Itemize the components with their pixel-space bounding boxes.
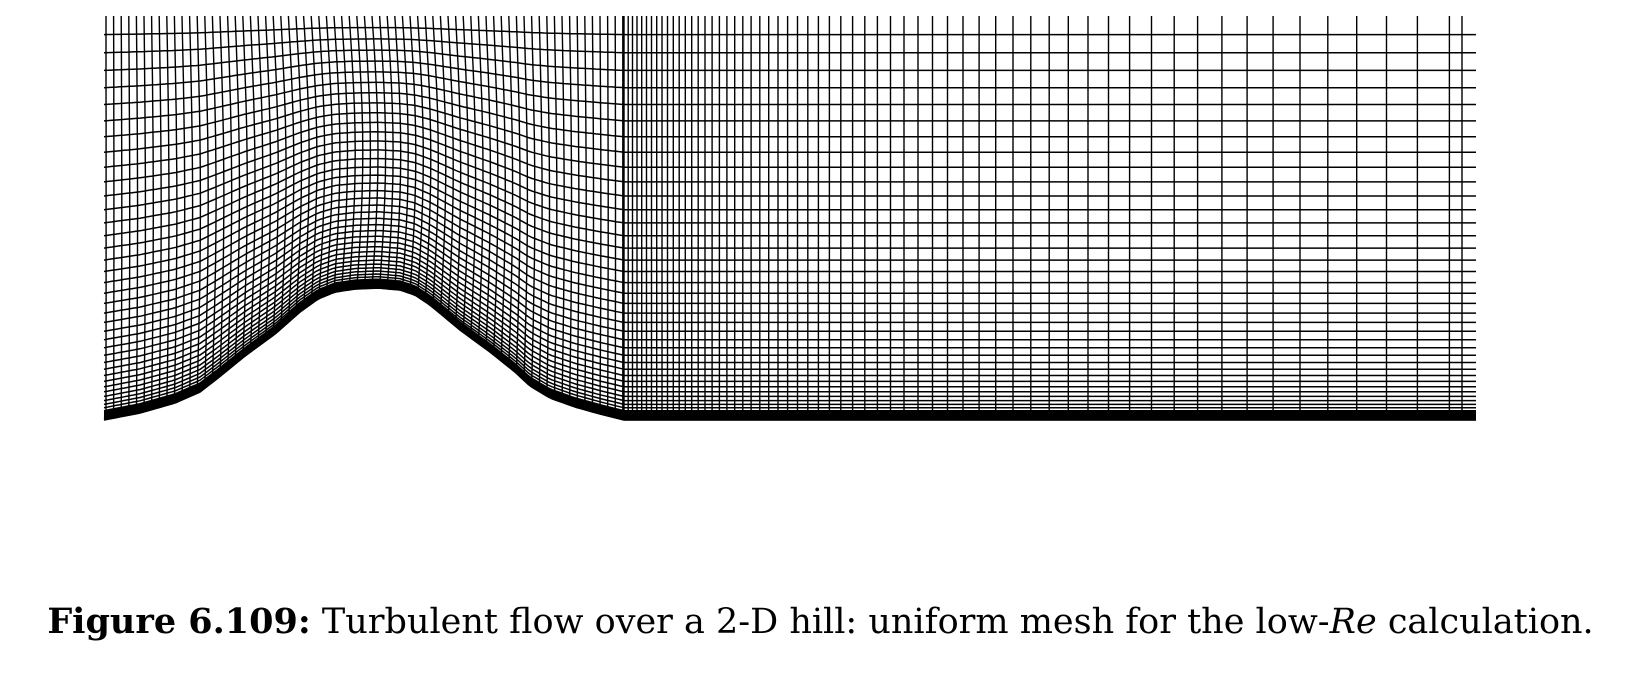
mesh-line (371, 15, 379, 289)
mesh-line (500, 15, 506, 362)
mesh-line (249, 15, 256, 353)
mesh-line (103, 204, 1476, 305)
mesh-line (181, 15, 186, 400)
mesh-line (264, 15, 272, 341)
mesh-line (103, 60, 1476, 89)
mesh-line (561, 15, 565, 403)
caption-text-end: calculation. (1376, 602, 1594, 642)
mesh-line (103, 229, 1476, 341)
mesh-line (356, 15, 364, 289)
mesh-line (310, 15, 318, 304)
mesh-line (568, 15, 573, 406)
mesh-line (158, 15, 162, 408)
mesh-line (173, 15, 178, 404)
mesh-line (135, 15, 139, 414)
mesh-line (257, 15, 264, 347)
mesh-line (318, 15, 326, 299)
mesh-line (454, 15, 462, 327)
mesh-line (333, 15, 341, 293)
mesh-line (196, 15, 202, 394)
mesh-line (508, 15, 514, 368)
mesh-line (280, 15, 287, 329)
mesh-line (211, 15, 217, 383)
mesh-line (553, 15, 558, 400)
mesh-line (424, 15, 432, 302)
mesh-line (295, 15, 303, 316)
figure-caption: Figure 6.109: Turbulent flow over a 2-D … (0, 600, 1641, 644)
mesh-line (363, 15, 372, 289)
mesh-line (599, 15, 602, 415)
mesh-line (538, 15, 543, 392)
mesh-line (378, 15, 387, 289)
mesh-line (128, 15, 131, 416)
mesh-line (242, 15, 248, 358)
mesh-line (477, 15, 484, 344)
caption-re: Re (1329, 602, 1377, 642)
mesh-line (462, 15, 469, 333)
mesh-line (447, 15, 454, 321)
mesh-line (166, 15, 170, 406)
mesh-line (416, 15, 424, 297)
mesh-line (103, 286, 1476, 420)
mesh-line (143, 15, 147, 412)
mesh-line (103, 223, 1476, 333)
mesh-line (409, 15, 417, 294)
mesh-line (394, 15, 402, 290)
mesh-line (103, 38, 1476, 54)
caption-label: Figure 6.109: (47, 601, 311, 642)
mesh-line (584, 15, 587, 410)
mesh-line (226, 15, 233, 371)
mesh-line (439, 15, 447, 314)
mesh-line (576, 15, 580, 408)
mesh-line (515, 15, 521, 374)
mesh-line (492, 15, 499, 355)
mesh-line (287, 15, 295, 323)
mesh-line (204, 15, 209, 389)
mesh-line (302, 15, 310, 310)
mesh-line (340, 15, 349, 292)
mesh-line (470, 15, 477, 338)
mesh-line (234, 15, 241, 365)
mesh-line (103, 255, 1476, 377)
mesh-line (219, 15, 225, 377)
mesh-line (530, 15, 536, 388)
mesh-line (325, 15, 333, 296)
mesh-line (103, 250, 1476, 370)
mesh-line (103, 26, 1476, 36)
mesh-line (386, 15, 394, 289)
mesh-line (401, 15, 409, 291)
mesh-line (103, 286, 1476, 421)
mesh-line (188, 15, 194, 397)
mesh-line (150, 15, 154, 410)
mesh-line (546, 15, 551, 397)
mesh-line (103, 102, 1476, 154)
mesh-line (523, 15, 529, 381)
mesh-line (432, 15, 439, 308)
mesh-line (591, 15, 595, 412)
mesh-line (120, 15, 123, 417)
mesh-line (606, 15, 609, 416)
mesh-line (348, 15, 356, 290)
mesh-line (103, 189, 1476, 284)
mesh-line (272, 15, 279, 336)
wall-cluster-band (104, 279, 1476, 420)
caption-text: Turbulent flow over a 2-D hill: uniform … (310, 602, 1330, 642)
mesh-line (485, 15, 492, 350)
